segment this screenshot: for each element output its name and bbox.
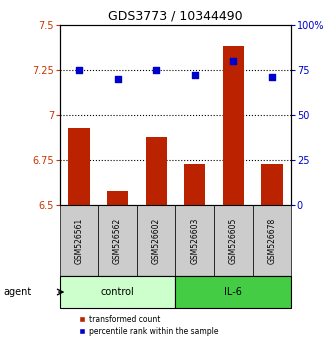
Point: [115, 76, 120, 82]
Bar: [253, 205, 291, 276]
Text: GSM526678: GSM526678: [267, 218, 276, 264]
Point: [76, 67, 81, 73]
Point: [269, 74, 275, 80]
Bar: [223, 46, 244, 205]
Bar: [214, 205, 253, 276]
Point: [192, 73, 197, 78]
Point: [154, 67, 159, 73]
Text: GSM526603: GSM526603: [190, 217, 199, 264]
Bar: [68, 128, 89, 205]
Text: GSM526605: GSM526605: [229, 217, 238, 264]
Text: IL-6: IL-6: [224, 287, 242, 297]
Bar: [60, 205, 98, 276]
Bar: [137, 205, 175, 276]
Text: GSM526602: GSM526602: [152, 218, 161, 264]
Bar: [184, 164, 205, 205]
Legend: transformed count, percentile rank within the sample: transformed count, percentile rank withi…: [75, 312, 222, 339]
Text: agent: agent: [3, 287, 31, 297]
Bar: [107, 191, 128, 205]
Title: GDS3773 / 10344490: GDS3773 / 10344490: [108, 9, 243, 22]
Bar: [261, 164, 283, 205]
Bar: [60, 276, 175, 308]
Text: control: control: [101, 287, 134, 297]
Bar: [175, 276, 291, 308]
Text: GSM526562: GSM526562: [113, 218, 122, 264]
Bar: [175, 205, 214, 276]
Point: [231, 58, 236, 64]
Bar: [146, 137, 167, 205]
Bar: [98, 205, 137, 276]
Text: GSM526561: GSM526561: [74, 218, 83, 264]
